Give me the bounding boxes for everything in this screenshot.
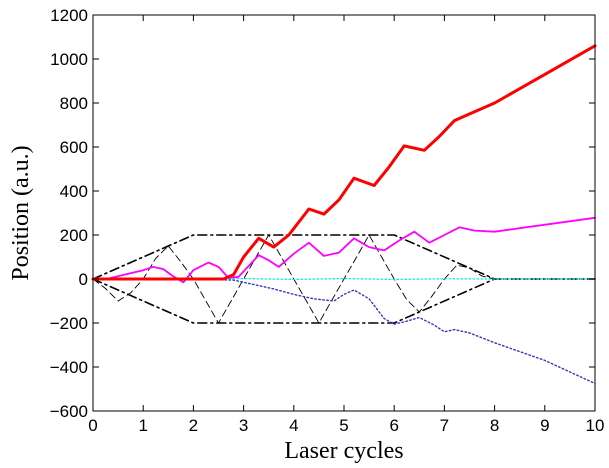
series-line-2 — [92, 278, 496, 324]
y-tick-label: 600 — [60, 138, 88, 157]
y-tick-label: −400 — [50, 358, 88, 377]
y-axis-title: Position (a.u.) — [8, 145, 34, 280]
x-tick-label: 8 — [490, 416, 499, 435]
axis-ticks: 0 1 2 3 4 5 6 7 8 9 10 −600 −400 −200 0 200 400 600 800 100… — [50, 6, 605, 435]
y-tick-label: 1000 — [50, 50, 88, 69]
x-tick-label: 7 — [440, 416, 449, 435]
x-tick-label: 2 — [189, 416, 198, 435]
series-line-3 — [92, 234, 596, 324]
x-tick-label: 6 — [389, 416, 398, 435]
x-tick-label: 1 — [138, 416, 147, 435]
x-axis-title: Laser cycles — [284, 438, 403, 464]
series-line-7 — [91, 44, 597, 281]
series-line-4 — [92, 278, 596, 280]
x-tick-label: 4 — [289, 416, 298, 435]
series-line-1 — [92, 234, 596, 280]
x-tick-label: 9 — [540, 416, 549, 435]
x-tick-label: 10 — [586, 416, 605, 435]
y-tick-label: 0 — [79, 270, 88, 289]
y-tick-label: 1200 — [50, 6, 88, 25]
x-tick-label: 0 — [88, 416, 97, 435]
y-tick-label: −200 — [50, 314, 88, 333]
series-line-6 — [92, 216, 596, 284]
x-tick-label: 3 — [239, 416, 248, 435]
y-tick-label: 200 — [60, 226, 88, 245]
series-line-5 — [92, 278, 596, 385]
y-tick-label: 800 — [60, 94, 88, 113]
x-tick-label: 5 — [339, 416, 348, 435]
series-lines — [91, 44, 597, 385]
y-tick-label: −600 — [50, 402, 88, 421]
y-tick-label: 400 — [60, 182, 88, 201]
